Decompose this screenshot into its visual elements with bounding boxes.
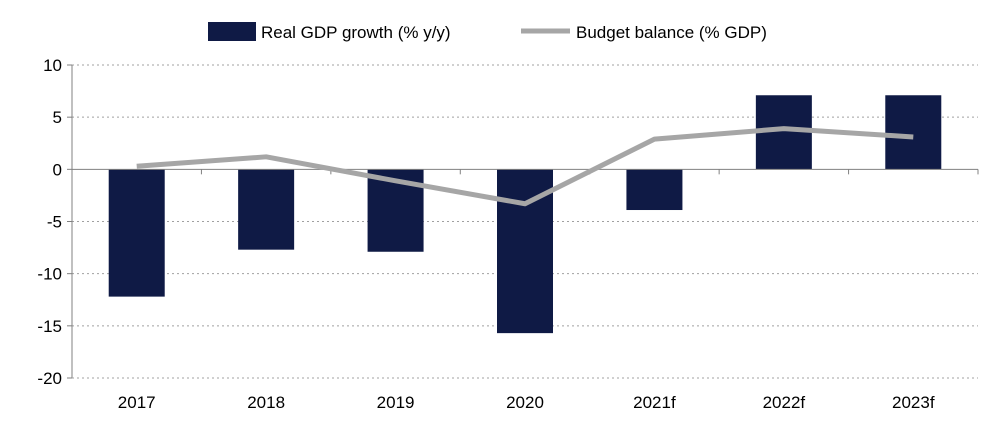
x-tick-label: 2020 xyxy=(506,393,544,412)
legend: Real GDP growth (% y/y) Budget balance (… xyxy=(208,22,767,42)
y-tick-label: -5 xyxy=(47,213,62,232)
gridlines xyxy=(72,64,978,327)
legend-label-gdp: Real GDP growth (% y/y) xyxy=(261,23,451,42)
bar-series xyxy=(108,95,942,334)
legend-label-budget: Budget balance (% GDP) xyxy=(576,23,767,42)
x-axis-ticks: 2017 2018 2019 2020 2021f 2022f 2023f xyxy=(118,393,935,412)
line-series xyxy=(136,126,914,207)
y-tick-label: -10 xyxy=(37,265,62,284)
y-tick-label: -20 xyxy=(37,369,62,388)
x-tick-label: 2021f xyxy=(633,393,676,412)
y-tick-label: -15 xyxy=(37,317,62,336)
y-axis-ticks: 10 5 0 -5 -10 -15 -20 xyxy=(37,56,62,388)
x-tick-label: 2017 xyxy=(118,393,156,412)
bar-gdp-2023f xyxy=(885,95,942,170)
x-tick-label: 2019 xyxy=(377,393,415,412)
y-tick-label: 10 xyxy=(43,56,62,75)
legend-swatch-gdp xyxy=(208,22,256,41)
x-tick-label: 2022f xyxy=(763,393,806,412)
x-tick-label: 2023f xyxy=(892,393,935,412)
y-tick-label: 5 xyxy=(53,108,62,127)
line-budget-balance xyxy=(136,126,914,207)
x-tick-label: 2018 xyxy=(247,393,285,412)
bar-gdp-2017 xyxy=(108,169,165,297)
bar-gdp-2018 xyxy=(238,169,295,250)
bar-gdp-2021f xyxy=(626,169,683,211)
y-tick-label: 0 xyxy=(53,160,62,179)
